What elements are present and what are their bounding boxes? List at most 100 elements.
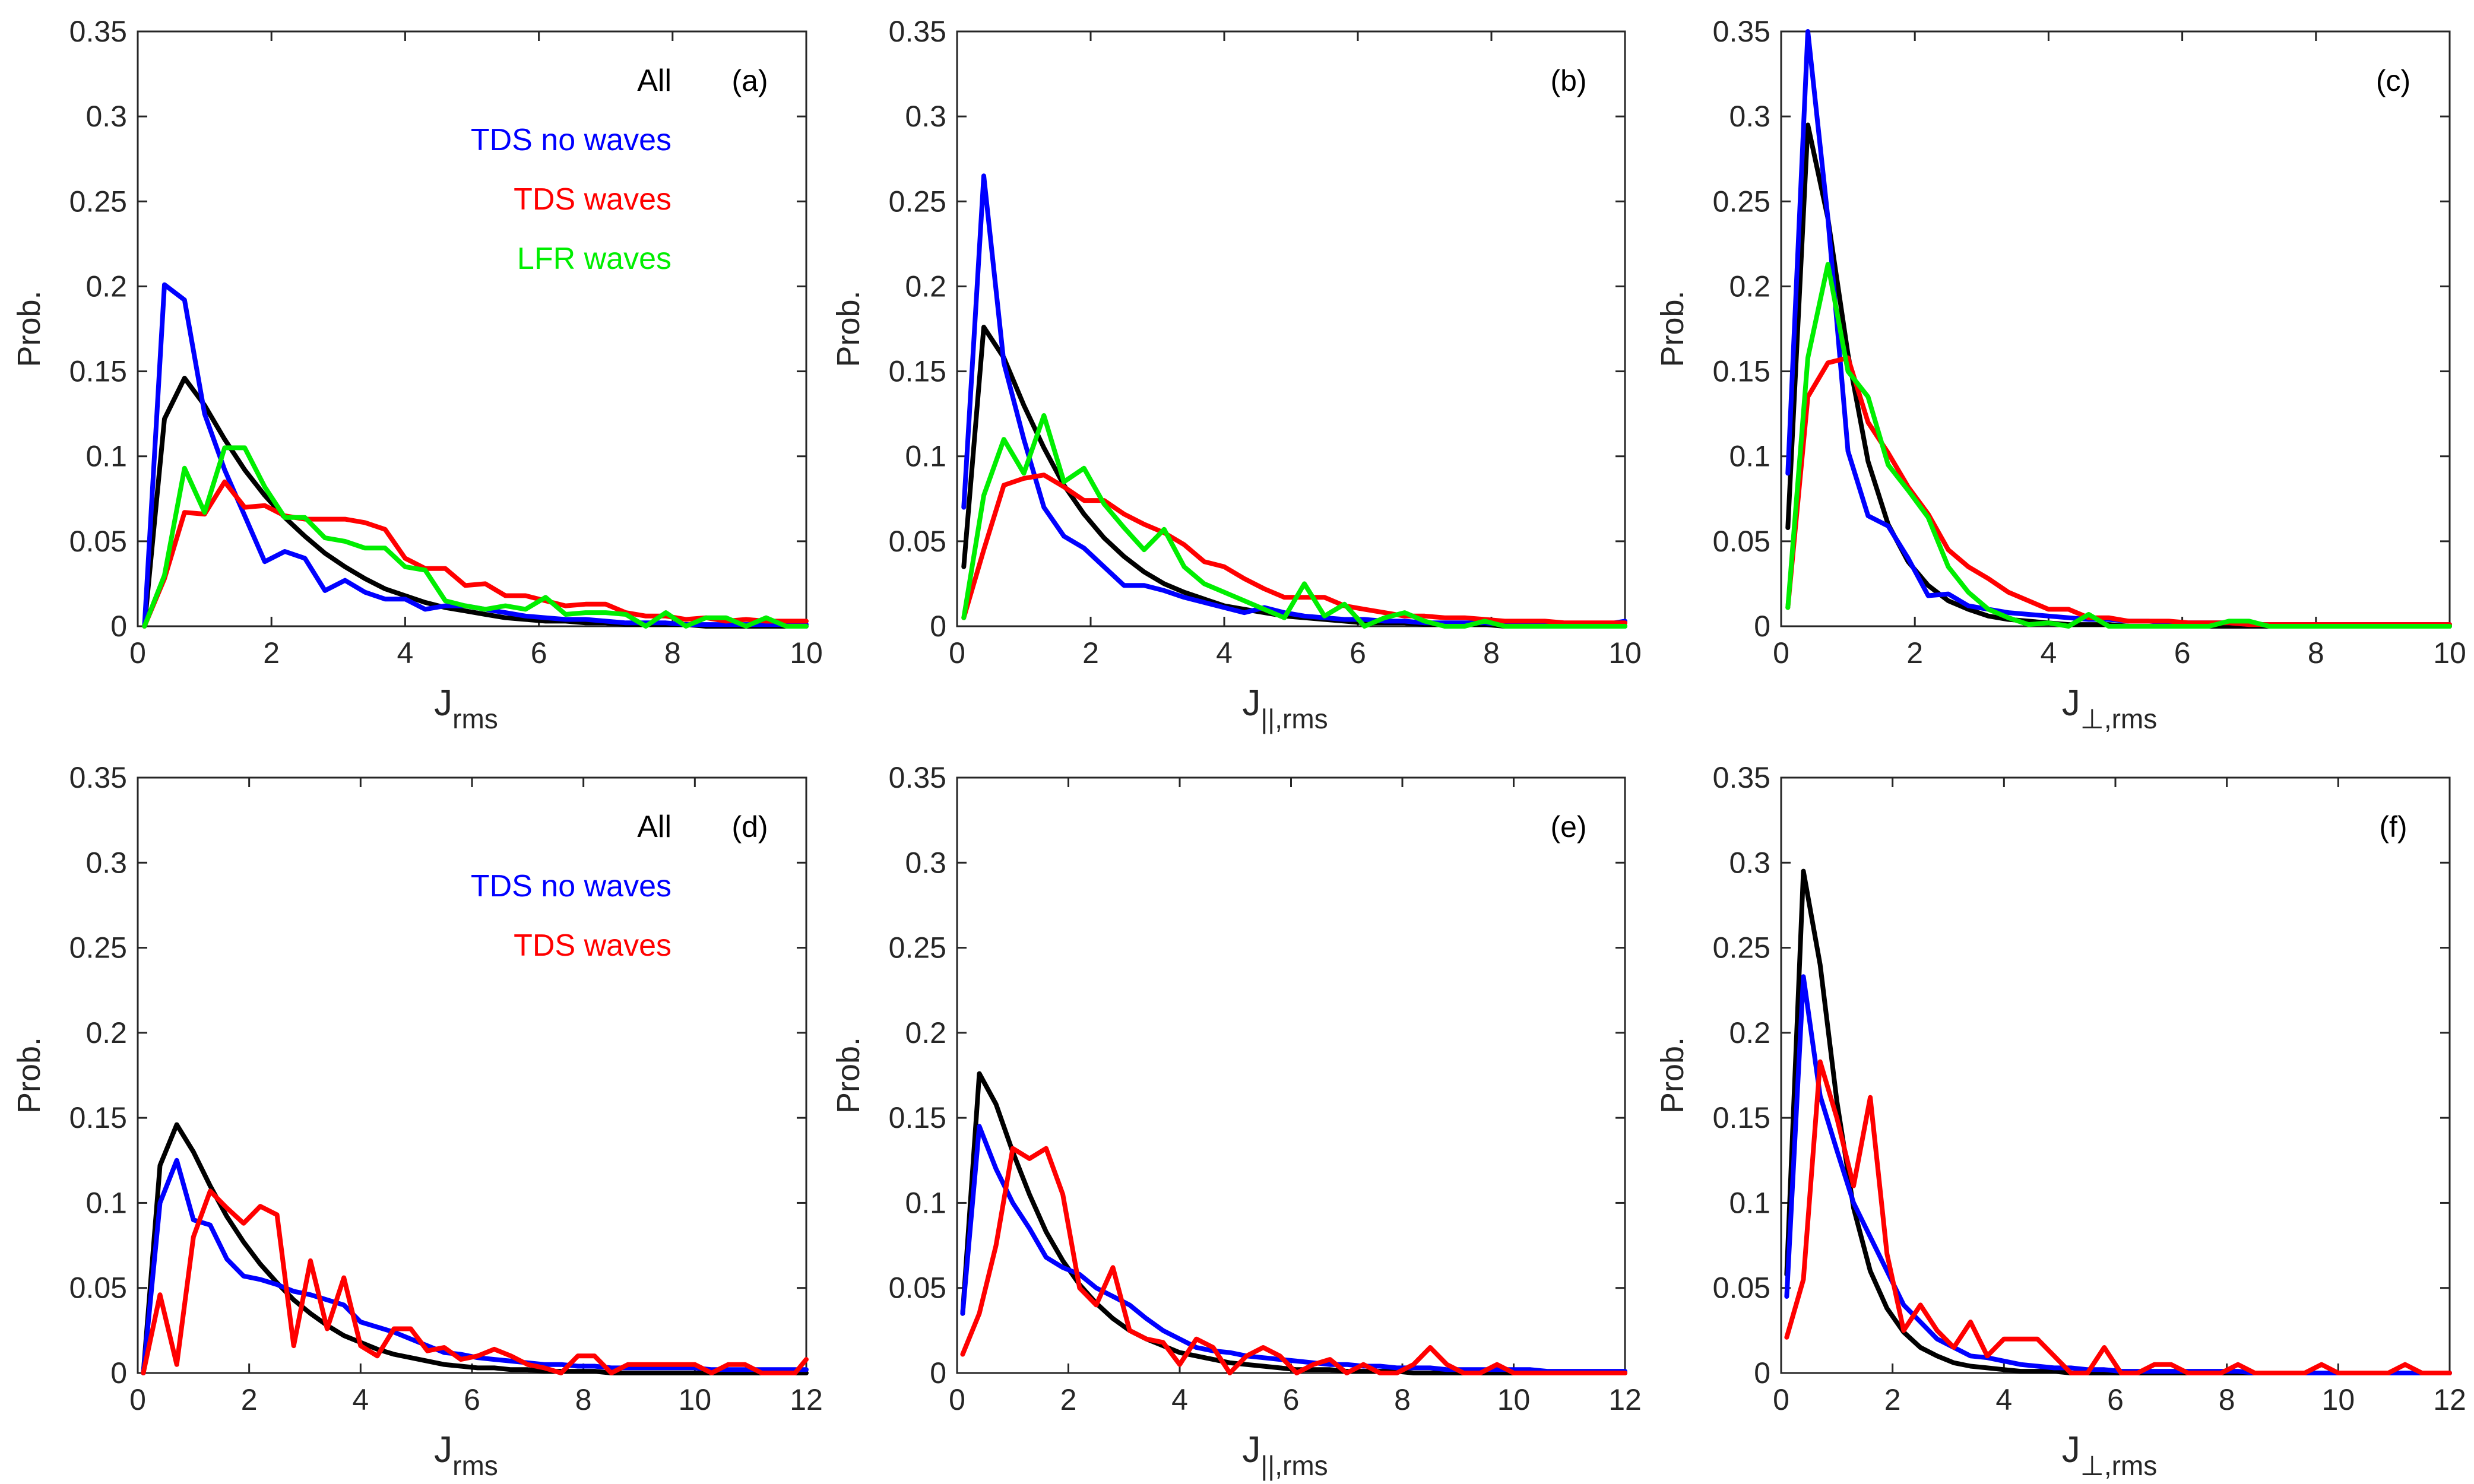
y-tick-label: 0 [1754, 610, 1770, 643]
x-tick-label: 6 [2174, 636, 2191, 670]
y-axis-label: Prob. [1655, 1037, 1690, 1114]
x-tick-label: 2 [263, 636, 280, 670]
panel-label: (e) [1550, 810, 1586, 844]
y-tick-label: 0.15 [1713, 355, 1770, 388]
y-axis-label: Prob. [831, 290, 866, 367]
panel-label: (a) [731, 64, 768, 97]
x-tick-label: 4 [352, 1383, 369, 1416]
legend-entry: All [637, 810, 671, 844]
y-tick-label: 0.05 [1713, 525, 1770, 558]
y-axis-label: Prob. [11, 1037, 47, 1114]
axes-box [137, 30, 807, 627]
series-line-tds-waves [142, 479, 809, 629]
x-axis-label-main: J [2062, 1429, 2080, 1470]
x-axis-label-main: J [434, 1429, 452, 1470]
x-tick-label: 4 [2040, 636, 2057, 670]
y-tick-label: 0.05 [889, 525, 946, 558]
panel-d: 0 0.05 0.1 0.15 0.2 0.25 0.3 0.35 0 2 4 6 8 10 12 Prob.… [11, 761, 823, 1481]
y-tick-label: 0.25 [889, 185, 946, 218]
panel-c: 0 0.05 0.1 0.15 0.2 0.25 0.3 0.35 0 2 4 6 8 10 Prob. J⊥… [1655, 15, 2466, 734]
y-tick-label: 0.2 [905, 1016, 946, 1049]
x-tick-label: 10 [1608, 636, 1642, 670]
x-tick-label: 2 [1906, 636, 1923, 670]
y-tick-label: 0.15 [889, 355, 946, 388]
panel-f: 0 0.05 0.1 0.15 0.2 0.25 0.3 0.35 0 2 4 6 8 10 12 Prob.… [1655, 761, 2466, 1481]
x-tick-label: 12 [1608, 1383, 1642, 1416]
x-tick-label: 10 [790, 636, 823, 670]
x-axis-label-subscript: ⊥,rms [2080, 1450, 2158, 1481]
panel-label: (c) [2376, 64, 2410, 97]
y-tick-label: 0.2 [85, 1016, 127, 1049]
y-tick-label: 0.3 [905, 100, 946, 133]
y-tick-label: 0.1 [905, 1186, 946, 1219]
x-tick-label: 0 [949, 1383, 965, 1416]
legend-entry: TDS waves [514, 928, 671, 963]
x-tick-label: 12 [790, 1383, 823, 1416]
x-tick-label: 0 [129, 636, 146, 670]
panel-label: (d) [731, 810, 768, 844]
x-tick-label: 6 [531, 636, 547, 670]
y-tick-label: 0 [930, 1356, 946, 1390]
x-tick-label: 8 [1394, 1383, 1411, 1416]
x-axis-label-main: J [1242, 1429, 1260, 1470]
y-tick-label: 0.05 [1713, 1271, 1770, 1305]
y-tick-label: 0.3 [85, 100, 127, 133]
y-tick-label: 0 [930, 610, 946, 643]
y-tick-label: 0.25 [69, 931, 127, 965]
x-tick-label: 0 [129, 1383, 146, 1416]
y-tick-label: 0.05 [889, 1271, 946, 1305]
y-tick-label: 0.3 [1729, 100, 1770, 133]
y-tick-label: 0.35 [1713, 761, 1770, 794]
y-tick-label: 0.15 [1713, 1101, 1770, 1134]
y-tick-label: 0 [110, 1356, 127, 1390]
x-tick-label: 10 [2322, 1383, 2355, 1416]
y-tick-label: 0.1 [85, 1186, 127, 1219]
panel-e: 0 0.05 0.1 0.15 0.2 0.25 0.3 0.35 0 2 4 6 8 10 12 Prob.… [831, 761, 1642, 1481]
y-tick-label: 0.2 [85, 269, 127, 303]
y-tick-label: 0.35 [889, 761, 946, 794]
x-axis-label-main: J [434, 683, 452, 724]
x-axis-label: J⊥,rms [2062, 1429, 2158, 1481]
x-tick-label: 4 [1216, 636, 1233, 670]
x-tick-label: 10 [1497, 1383, 1531, 1416]
x-tick-label: 2 [1082, 636, 1099, 670]
y-tick-label: 0.25 [889, 931, 946, 965]
x-tick-label: 0 [949, 636, 965, 670]
y-tick-label: 0.25 [1713, 931, 1770, 965]
y-tick-label: 0.2 [905, 269, 946, 303]
panel-b: 0 0.05 0.1 0.15 0.2 0.25 0.3 0.35 0 2 4 6 8 10 Prob. J|… [831, 15, 1642, 734]
x-axis-label-main: J [2062, 683, 2080, 724]
x-axis-label: J||,rms [1242, 1429, 1328, 1481]
panel-label: (b) [1550, 64, 1586, 97]
x-tick-label: 8 [1483, 636, 1500, 670]
y-axis-label: Prob. [1655, 290, 1690, 367]
x-tick-label: 6 [464, 1383, 480, 1416]
x-tick-label: 10 [2433, 636, 2466, 670]
series-line-tds-waves [1784, 1059, 2452, 1375]
y-tick-label: 0.15 [69, 1101, 127, 1134]
x-axis-label: J⊥,rms [2062, 683, 2158, 734]
y-tick-label: 0.15 [889, 1101, 946, 1134]
y-tick-label: 0 [1754, 1356, 1770, 1390]
y-tick-label: 0.1 [1729, 1186, 1770, 1219]
x-tick-label: 4 [1171, 1383, 1188, 1416]
x-tick-label: 12 [2433, 1383, 2466, 1416]
y-tick-label: 0.1 [1729, 440, 1770, 473]
y-tick-label: 0.25 [69, 185, 127, 218]
series-line-tds-waves [960, 1146, 1627, 1375]
x-tick-label: 0 [1773, 636, 1789, 670]
series-line-all [141, 1122, 809, 1375]
x-tick-label: 8 [2219, 1383, 2235, 1416]
x-tick-label: 2 [1884, 1383, 1901, 1416]
series-line-tds-no-waves [960, 1124, 1627, 1374]
series-line-lfr-waves [1785, 262, 2452, 629]
x-tick-label: 10 [679, 1383, 712, 1416]
x-axis-label-subscript: ||,rms [1260, 703, 1328, 734]
y-tick-label: 0.35 [69, 761, 127, 794]
y-tick-label: 0 [110, 610, 127, 643]
series-line-lfr-waves [961, 413, 1627, 629]
y-tick-label: 0.25 [1713, 185, 1770, 218]
y-tick-label: 0.3 [85, 846, 127, 879]
